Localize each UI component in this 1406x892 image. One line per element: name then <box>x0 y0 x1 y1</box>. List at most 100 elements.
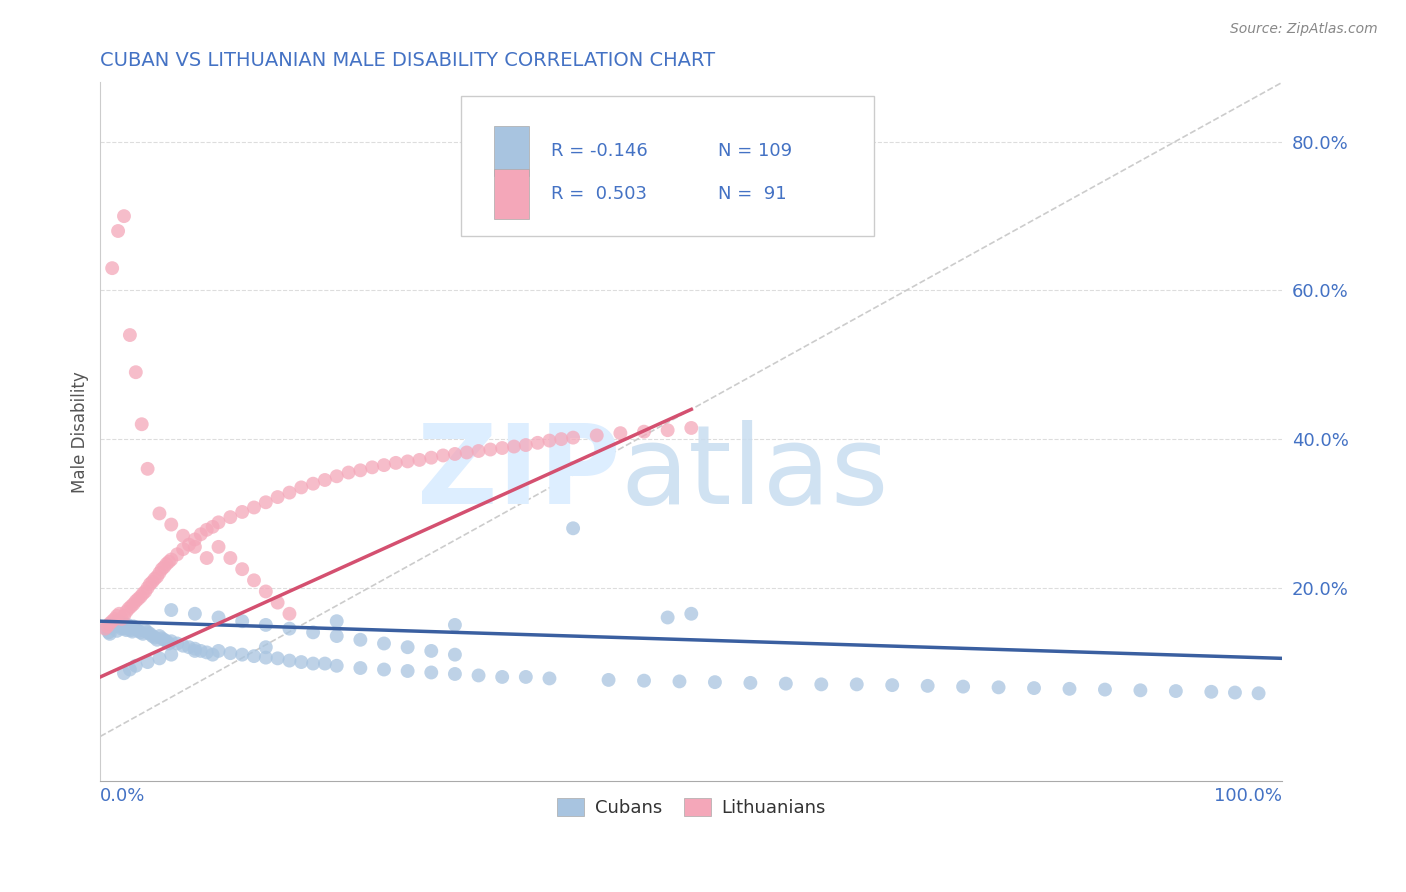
Point <box>107 614 129 628</box>
Point <box>444 667 467 681</box>
Point <box>598 673 620 687</box>
Point <box>141 574 163 589</box>
Text: ZIP: ZIP <box>418 420 620 527</box>
Point <box>136 655 159 669</box>
Point <box>190 527 212 541</box>
Point <box>110 619 132 633</box>
Point <box>302 657 325 671</box>
Point <box>266 596 288 610</box>
Point <box>108 618 131 632</box>
Point <box>172 639 194 653</box>
Point <box>122 619 145 633</box>
Point <box>105 609 128 624</box>
Point <box>396 640 419 655</box>
Point <box>98 616 121 631</box>
Text: N =  91: N = 91 <box>718 185 787 202</box>
Point <box>373 458 395 472</box>
Point <box>97 625 120 640</box>
Point <box>195 523 218 537</box>
Point <box>98 627 121 641</box>
Point <box>184 607 207 621</box>
Point <box>266 651 288 665</box>
Point <box>148 651 170 665</box>
Point <box>111 616 134 631</box>
Point <box>111 612 134 626</box>
Point <box>337 466 360 480</box>
Point <box>201 520 224 534</box>
Point <box>177 538 200 552</box>
Point <box>118 620 141 634</box>
Point <box>190 644 212 658</box>
Point <box>155 557 177 571</box>
Point <box>184 540 207 554</box>
Point <box>243 500 266 515</box>
Point <box>108 607 131 621</box>
Point <box>172 542 194 557</box>
Point <box>195 645 218 659</box>
FancyBboxPatch shape <box>494 169 530 219</box>
Point <box>184 644 207 658</box>
Point <box>112 619 135 633</box>
Point <box>136 625 159 640</box>
Point <box>396 454 419 468</box>
Point <box>1022 681 1045 695</box>
Point <box>132 587 155 601</box>
Point <box>118 663 141 677</box>
Point <box>112 209 135 223</box>
Point <box>153 632 176 647</box>
Point <box>1094 682 1116 697</box>
Point <box>146 569 169 583</box>
Point <box>96 622 118 636</box>
Point <box>373 663 395 677</box>
Point <box>115 623 138 637</box>
Point <box>845 677 868 691</box>
Point <box>153 560 176 574</box>
Point <box>150 632 173 646</box>
Point <box>101 618 124 632</box>
Point <box>254 640 277 655</box>
Point <box>254 584 277 599</box>
Point <box>96 619 118 633</box>
Text: R = -0.146: R = -0.146 <box>551 142 647 160</box>
Point <box>112 609 135 624</box>
Point <box>585 428 607 442</box>
Point <box>150 562 173 576</box>
Point <box>103 612 125 626</box>
Point <box>314 657 336 671</box>
Point <box>131 417 153 432</box>
Point <box>278 607 301 621</box>
Text: 100.0%: 100.0% <box>1215 787 1282 805</box>
Point <box>550 432 572 446</box>
Point <box>681 607 703 621</box>
Point <box>143 572 166 586</box>
Point <box>349 463 371 477</box>
Point <box>325 629 347 643</box>
Point <box>143 631 166 645</box>
Point <box>420 644 443 658</box>
Point <box>231 562 253 576</box>
Point <box>118 622 141 636</box>
Point <box>479 442 502 457</box>
Point <box>420 665 443 680</box>
Point <box>538 434 561 448</box>
Point <box>172 529 194 543</box>
Point <box>385 456 408 470</box>
Point <box>207 644 229 658</box>
Point <box>148 566 170 580</box>
Point <box>467 668 489 682</box>
Point <box>444 447 467 461</box>
Point <box>134 623 156 637</box>
Point <box>101 614 124 628</box>
FancyBboxPatch shape <box>461 96 875 236</box>
Point <box>231 505 253 519</box>
Point <box>111 622 134 636</box>
Point <box>125 365 148 379</box>
Point <box>325 658 347 673</box>
Text: CUBAN VS LITHUANIAN MALE DISABILITY CORRELATION CHART: CUBAN VS LITHUANIAN MALE DISABILITY CORR… <box>100 51 716 70</box>
Point <box>129 625 152 640</box>
Point <box>1059 681 1081 696</box>
Point <box>491 670 513 684</box>
Point <box>160 552 183 566</box>
Point <box>120 599 142 614</box>
Point <box>160 648 183 662</box>
